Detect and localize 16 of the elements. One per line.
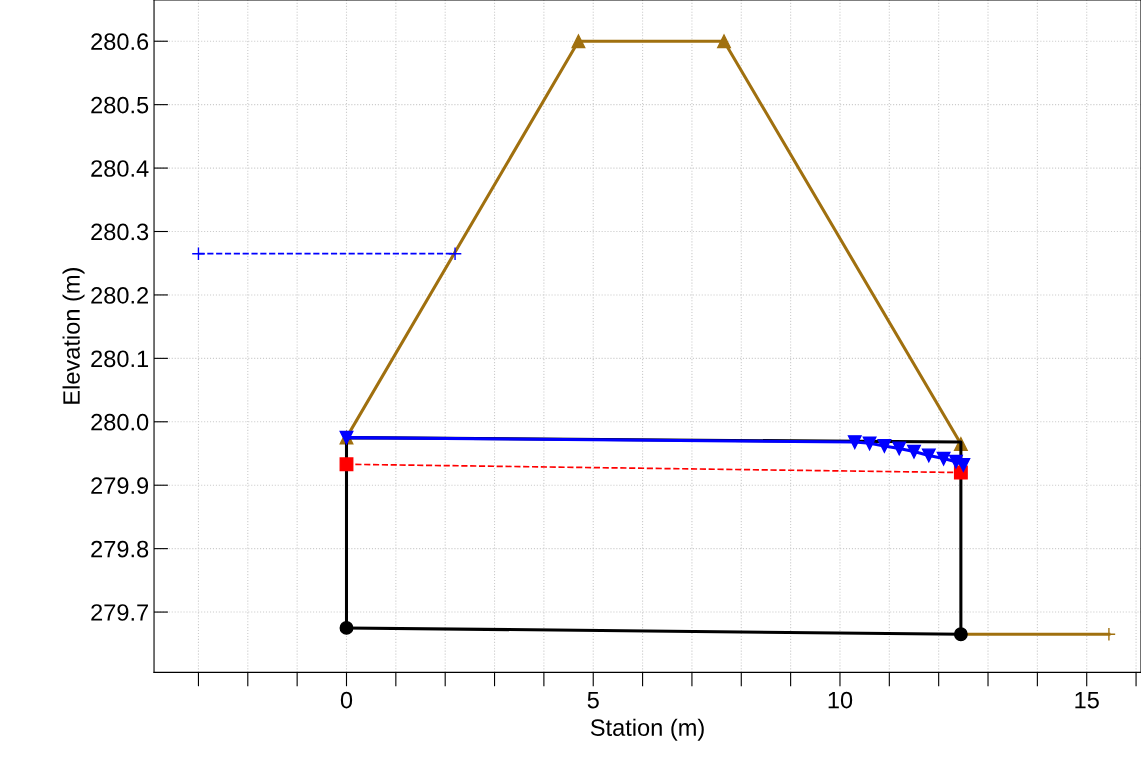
x-axis-title: Station (m) — [590, 718, 704, 741]
y-tick-label: 280.6 — [91, 33, 149, 51]
x-tick-label: 10 — [828, 691, 853, 709]
y-tick-label: 280.5 — [91, 96, 149, 114]
y-tick-label: 280.1 — [91, 350, 149, 368]
x-tick-label: 15 — [1075, 691, 1099, 709]
y-tick-label: 279.9 — [91, 477, 149, 494]
x-tick-label: 5 — [587, 691, 599, 709]
y-tick-label: 279.7 — [91, 604, 148, 621]
y-tick-label: 280.2 — [91, 287, 148, 304]
y-tick-label: 279.8 — [91, 540, 149, 558]
y-tick-label: 280.4 — [91, 160, 149, 177]
y-axis-title: Elevation (m) — [62, 268, 85, 404]
y-tick-label: 280.0 — [91, 413, 149, 431]
x-tick-label: 0 — [340, 691, 353, 709]
y-tick-label: 280.3 — [91, 223, 149, 241]
